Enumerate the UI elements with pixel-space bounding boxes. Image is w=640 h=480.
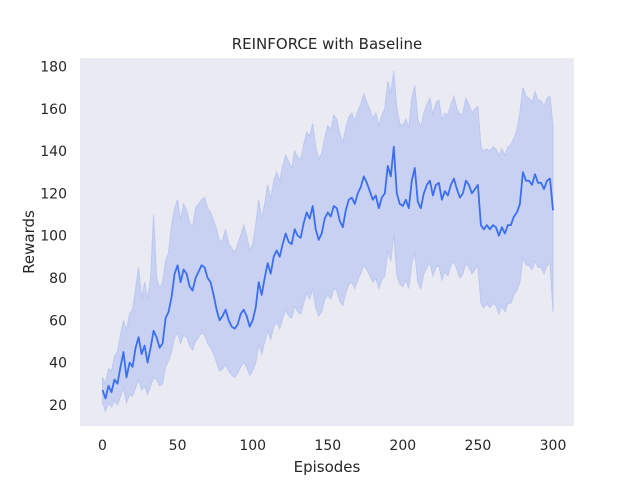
x-tick-label: 300 xyxy=(540,438,567,454)
y-tick-label: 20 xyxy=(49,398,67,414)
x-tick-labels: 0 50 100 150 200 250 300 xyxy=(98,438,566,454)
confidence-band xyxy=(102,70,554,413)
y-axis-label: Rewards xyxy=(20,210,38,274)
y-tick-label: 80 xyxy=(49,271,67,287)
x-tick-label: 100 xyxy=(239,438,266,454)
y-tick-labels: 20 40 60 80 100 120 140 160 180 xyxy=(40,60,67,414)
x-tick-label: 50 xyxy=(169,438,187,454)
x-tick-label: 200 xyxy=(389,438,416,454)
y-tick-label: 40 xyxy=(49,356,67,372)
confidence-band-layer xyxy=(102,70,554,413)
y-tick-label: 120 xyxy=(40,186,67,202)
x-tick-label: 0 xyxy=(98,438,107,454)
x-tick-label: 250 xyxy=(465,438,492,454)
chart-title: REINFORCE with Baseline xyxy=(232,35,423,53)
y-tick-label: 100 xyxy=(40,229,67,245)
mean-line-layer xyxy=(101,145,554,400)
y-tick-label: 60 xyxy=(49,313,67,329)
y-tick-label: 180 xyxy=(40,60,67,76)
x-tick-label: 150 xyxy=(314,438,341,454)
mean-reward-line xyxy=(101,145,554,400)
y-tick-label: 140 xyxy=(40,144,67,160)
y-tick-label: 160 xyxy=(40,102,67,118)
x-axis-label: Episodes xyxy=(294,458,361,476)
